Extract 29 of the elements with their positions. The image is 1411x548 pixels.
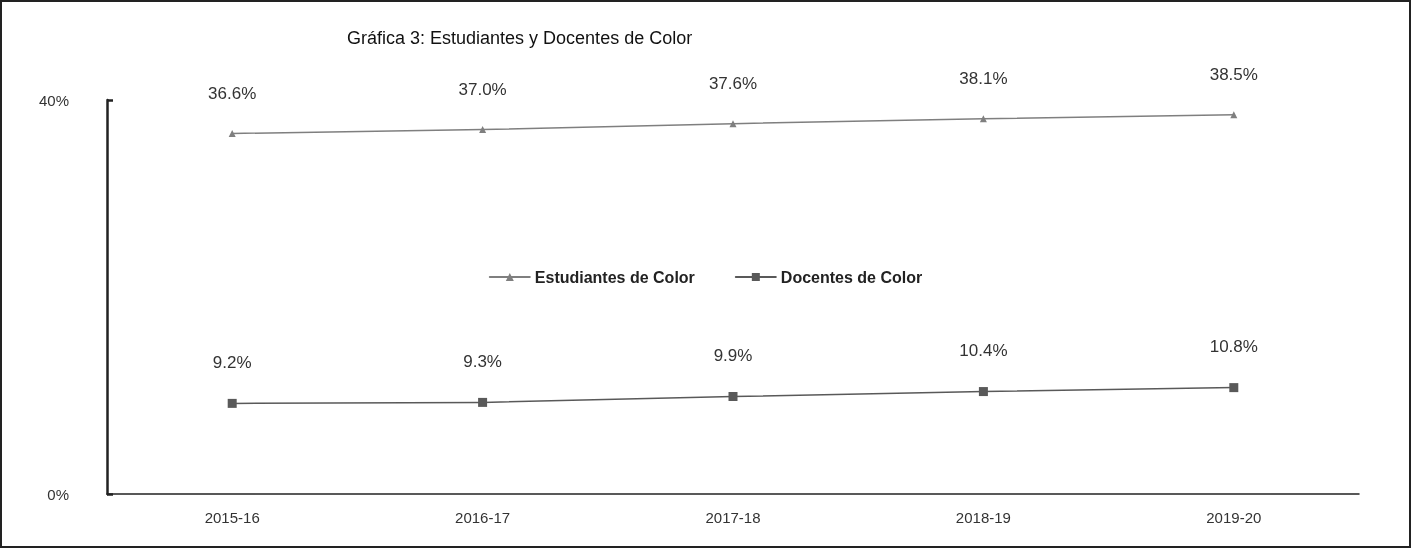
data-label: 9.9% <box>713 345 753 365</box>
data-label: 37.0% <box>458 80 507 100</box>
point <box>1229 383 1239 393</box>
data-label: 36.6% <box>208 83 257 103</box>
point <box>227 398 237 408</box>
point <box>228 129 236 137</box>
x-tick-label: 2016-17 <box>455 509 511 526</box>
point <box>478 397 488 407</box>
data-label: 38.1% <box>959 69 1008 89</box>
data-label: 9.2% <box>212 352 252 372</box>
x-tick-label: 2015-16 <box>204 509 260 526</box>
chart-title: Gráfica 3: Estudiantes y Docentes de Color <box>347 28 693 48</box>
point <box>728 391 738 401</box>
legend-label: Estudiantes de Color <box>534 268 695 286</box>
point <box>479 126 487 134</box>
legend-label: Docentes de Color <box>780 268 923 286</box>
data-label: 37.6% <box>708 74 758 94</box>
x-tick-label: 2018-19 <box>955 509 1011 526</box>
data-label: 10.4% <box>959 341 1008 361</box>
x-tick-label: 2019-20 <box>1206 509 1262 526</box>
point <box>978 387 988 397</box>
y-tick-label: 0% <box>47 485 69 503</box>
point <box>729 120 737 128</box>
x-tick-label: 2017-18 <box>705 509 761 526</box>
y-tick-label: 40% <box>38 91 69 109</box>
point <box>979 115 987 123</box>
data-label: 38.5% <box>1209 65 1258 85</box>
data-label: 10.8% <box>1209 337 1258 357</box>
data-label: 9.3% <box>463 351 502 371</box>
